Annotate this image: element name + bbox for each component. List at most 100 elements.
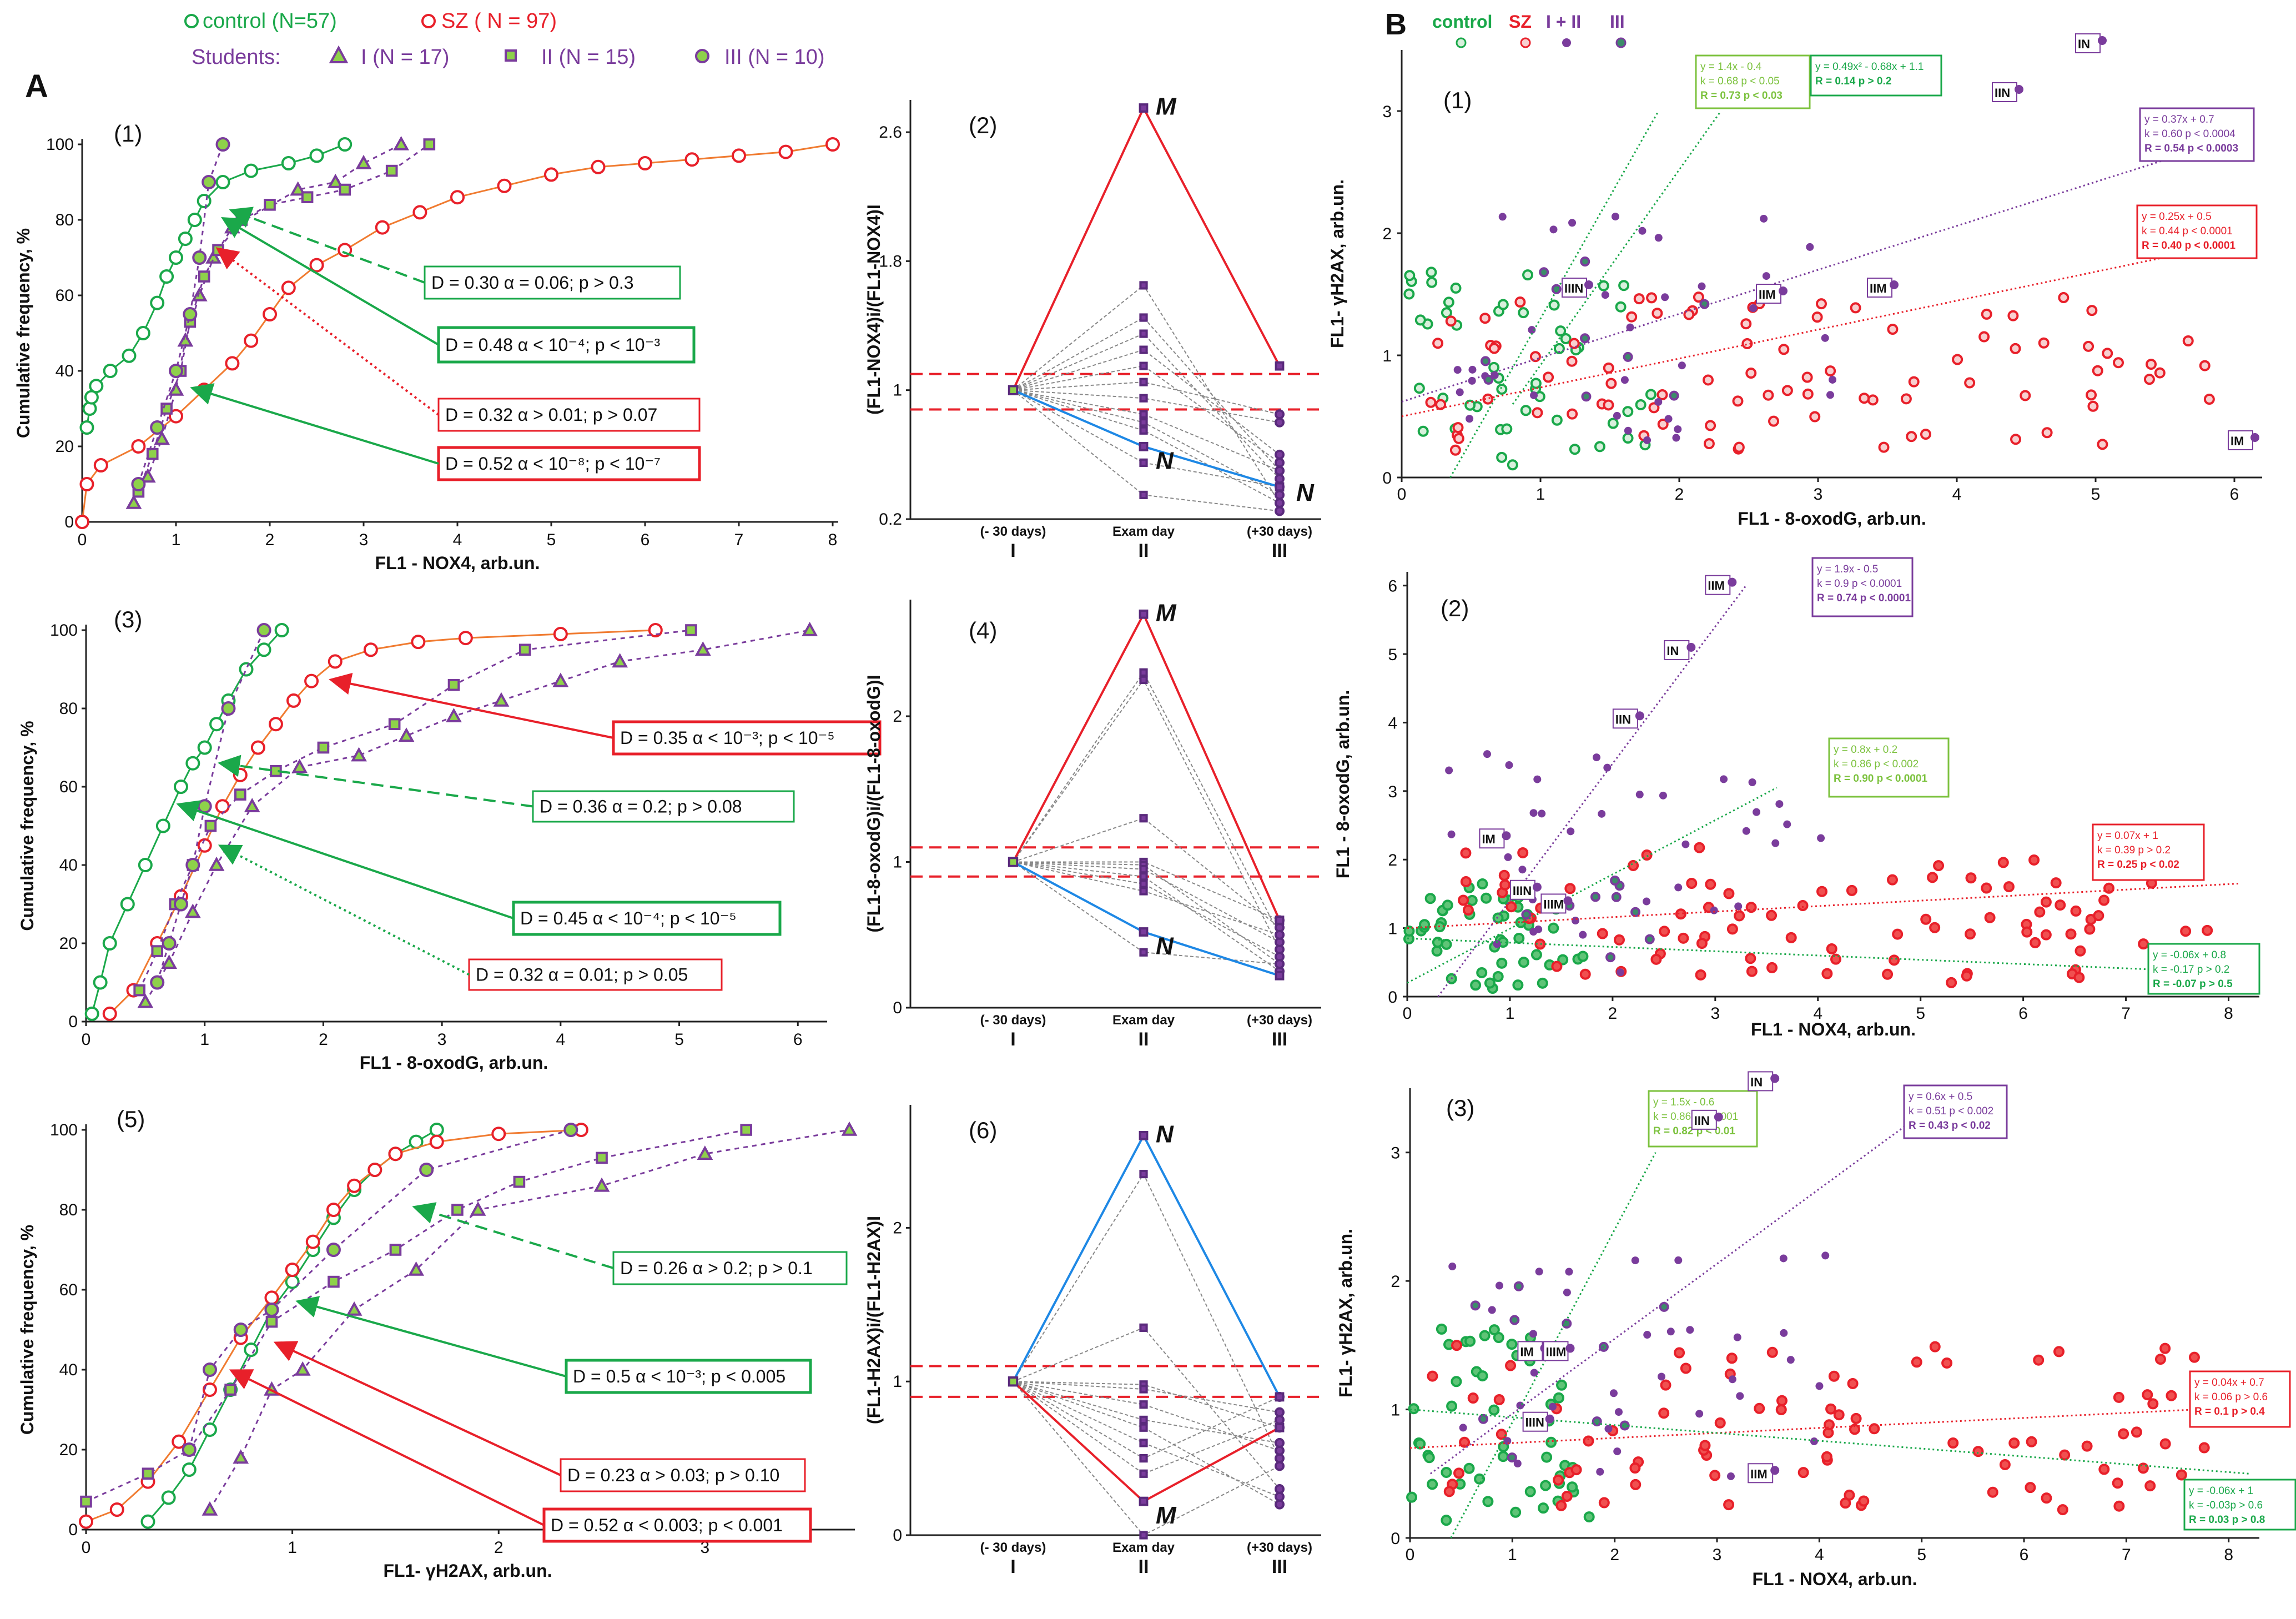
point-II <box>740 1124 752 1136</box>
point-students <box>1698 282 1706 290</box>
point-control <box>1403 288 1415 300</box>
subject-point <box>1139 1469 1148 1478</box>
point-N <box>1275 971 1285 981</box>
point-sz <box>2040 929 2052 941</box>
y-tick-label: 20 <box>59 1441 78 1459</box>
point-II <box>518 643 531 656</box>
point-students <box>1654 234 1663 242</box>
category-label: Exam day <box>1112 524 1175 539</box>
point-control <box>1556 1379 1568 1391</box>
point-sz <box>1846 884 1857 896</box>
point-SZ <box>285 1263 300 1277</box>
tag-label: IIM <box>1750 1467 1768 1481</box>
point-II <box>596 1152 608 1164</box>
fit-text: k = 0.9 p < 0.0001 <box>1817 578 1902 590</box>
y-axis-label: (FL1-NOX4)i/(FL1-NOX4)I <box>864 204 884 415</box>
panel-label: (6) <box>969 1117 997 1143</box>
panel-label: (1) <box>1443 87 1472 113</box>
x-tick-label: 2 <box>494 1538 503 1557</box>
point-sz <box>1597 928 1608 939</box>
point-sz <box>2154 1354 2166 1365</box>
fit-text: y = 0.25x + 0.5 <box>2142 211 2212 223</box>
point-sz <box>2180 926 2192 937</box>
fit-line <box>1429 1113 1922 1475</box>
point-sz <box>2003 881 2015 893</box>
point-sz <box>1564 883 1576 894</box>
point-III <box>264 1303 279 1317</box>
y-tick-label: 20 <box>56 438 74 456</box>
point-control <box>1530 949 1542 961</box>
fit-text: R = 0.73 p < 0.03 <box>1700 90 1783 102</box>
panel-label: (5) <box>117 1106 145 1132</box>
point-sz <box>1479 313 1491 324</box>
point-sz <box>1695 969 1706 981</box>
y-tick-label: 2 <box>1391 1273 1400 1291</box>
tag-label: IN <box>1666 644 1679 658</box>
point-sz <box>1858 1495 1870 1507</box>
series-line-control <box>85 143 345 428</box>
subject-point <box>1139 1531 1148 1540</box>
stat-text: D = 0.26 α > 0.2; p > 0.1 <box>620 1258 813 1278</box>
y-axis-label: FL1- γH2AX, arb.un. <box>1336 1229 1356 1397</box>
subject-point <box>1275 506 1285 516</box>
y-tick-label: 1 <box>893 853 902 872</box>
point-sz <box>1766 1346 1778 1358</box>
point-control <box>1443 296 1454 308</box>
point-II <box>146 448 159 460</box>
y-tick-label: 0 <box>1388 988 1397 1007</box>
point-SZ <box>169 409 183 424</box>
mark-top: M <box>1156 93 1177 120</box>
panel-label: (2) <box>1441 595 1469 621</box>
series-line-I <box>209 1129 850 1510</box>
point-sz <box>1887 324 1899 335</box>
point-III <box>192 250 207 265</box>
point-students <box>1674 1256 1683 1264</box>
point-sz <box>1961 970 1972 982</box>
series-line-II <box>137 143 430 492</box>
point-students <box>1603 763 1612 772</box>
tag-point <box>1890 280 1899 289</box>
point-control <box>93 975 108 990</box>
point-sz <box>2144 1480 2156 1492</box>
point-control <box>1488 361 1500 373</box>
point-group3 <box>1610 875 1620 886</box>
tag-label: IIM <box>1759 288 1776 301</box>
point-control <box>102 936 117 951</box>
point-control <box>1518 307 1529 319</box>
y-axis-label: Cumulative frequency, % <box>17 721 37 931</box>
point-control <box>1501 423 1513 435</box>
point-students <box>1498 213 1507 221</box>
stat-text: D = 0.32 α = 0.01; p > 0.05 <box>476 965 688 985</box>
point-SZ <box>684 152 699 167</box>
tag-label: IIN <box>1615 712 1631 726</box>
y-tick-label: 100 <box>46 135 74 154</box>
point-sz <box>2053 1346 2065 1357</box>
point-sz <box>2103 882 2115 894</box>
point-sz <box>2113 1500 2125 1512</box>
category-label: (- 30 days) <box>980 1540 1046 1555</box>
point-control <box>1424 893 1436 904</box>
point-control <box>1522 269 1534 281</box>
subject-point <box>1139 418 1148 427</box>
point-sz <box>1733 441 1745 453</box>
x-tick-label: 4 <box>1813 1004 1822 1023</box>
point-sz <box>1900 393 1912 405</box>
point-SZ <box>458 631 473 646</box>
x-tick-label: 2 <box>1675 485 1684 504</box>
point-students <box>1624 426 1632 435</box>
legend-sz: SZ ( N = 97) <box>441 9 557 33</box>
y-tick-label: 0 <box>1382 469 1392 487</box>
x-tick-label: 1 <box>288 1538 297 1557</box>
point-students <box>1530 1369 1538 1377</box>
stat-text: D = 0.48 α < 10⁻⁴; p < 10⁻³ <box>445 335 660 355</box>
point-control <box>1598 280 1609 291</box>
point-SZ <box>79 1514 93 1529</box>
point-students <box>1604 1425 1613 1433</box>
point-control <box>429 1123 444 1137</box>
point-sz <box>1723 888 1735 899</box>
point-control <box>1553 1392 1565 1404</box>
point-sz <box>2065 928 2077 940</box>
point-sz <box>1801 371 1813 383</box>
point-control <box>1441 307 1452 319</box>
point-sz <box>1505 1360 1517 1371</box>
